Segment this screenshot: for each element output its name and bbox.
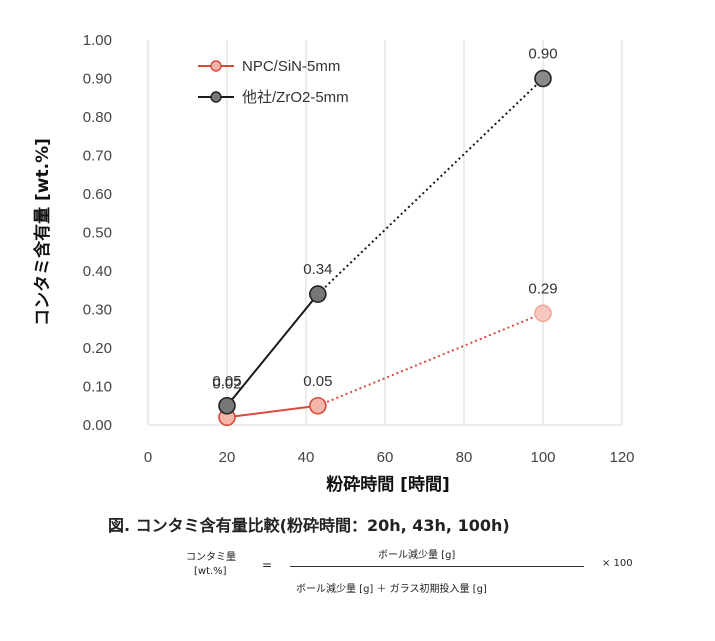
formula-multiplier: × 100: [602, 558, 633, 569]
legend-label: NPC/SiN-5mm: [242, 58, 340, 75]
series-layer: 0.05 0.29 0.05 0.34 0.90 0.02: [212, 46, 558, 427]
legend-label: 他社/ZrO2-5mm: [242, 89, 349, 106]
contamination-chart: 0.00 0.10 0.20 0.30 0.40 0.50 0.60 0.70 0.80 0.90…: [32, 32, 635, 495]
series-line-dotted: [317, 312, 544, 407]
y-tick-label: 0.20: [83, 340, 112, 357]
x-tick-label: 120: [609, 449, 634, 466]
data-label: 0.02: [212, 375, 241, 392]
series-line-solid: [226, 404, 318, 419]
data-point: [218, 396, 236, 415]
data-point: [534, 304, 552, 323]
y-tick-label: 0.70: [83, 148, 112, 165]
x-tick-label: 20: [219, 449, 236, 466]
x-axis-ticks: 0 20 40 60 80 100 120: [144, 449, 635, 466]
legend-marker: [210, 91, 222, 103]
x-tick-label: 60: [377, 449, 394, 466]
x-axis-title: 粉砕時間 [時間]: [326, 474, 449, 495]
y-tick-label: 0.60: [83, 186, 112, 203]
series-line-dotted: [317, 77, 544, 295]
formula-denominator: ボール減少量 [g] ＋ ガラス初期投入量 [g]: [296, 584, 487, 595]
vertical-gridlines: [147, 40, 623, 426]
x-tick-label: 80: [456, 449, 473, 466]
formula-equals: =: [262, 558, 273, 572]
figure-caption: 図. コンタミ含有量比較(粉砕時間：20h, 43h, 100h): [108, 516, 510, 535]
formula-lhs-line2: [wt.%]: [194, 566, 227, 577]
y-tick-label: 0.00: [83, 417, 112, 434]
data-point: [534, 69, 552, 88]
formula-numerator: ボール減少量 [g]: [378, 550, 456, 561]
y-axis-ticks: 0.00 0.10 0.20 0.30 0.40 0.50 0.60 0.70 0.80 0.90…: [83, 32, 112, 434]
x-tick-label: 100: [530, 449, 555, 466]
data-point: [309, 285, 327, 303]
y-tick-label: 0.10: [83, 379, 112, 396]
x-tick-label: 0: [144, 449, 152, 466]
formula-lhs-line1: コンタミ量: [186, 552, 236, 563]
data-label: 0.05: [303, 373, 332, 390]
data-label: 0.90: [528, 46, 557, 63]
data-label: 0.34: [303, 261, 332, 278]
series-line-solid: [226, 293, 319, 407]
y-tick-label: 0.90: [83, 71, 112, 88]
y-axis-title: コンタミ含有量 [wt.%]: [32, 138, 53, 326]
legend: NPC/SiN-5mm 他社/ZrO2-5mm: [198, 58, 349, 106]
y-tick-label: 1.00: [83, 32, 112, 49]
y-tick-label: 0.30: [83, 302, 112, 319]
y-tick-label: 0.80: [83, 109, 112, 126]
fraction-bar: [290, 566, 584, 567]
legend-marker: [210, 60, 222, 72]
data-label: 0.29: [528, 280, 557, 297]
y-tick-label: 0.40: [83, 263, 112, 280]
data-point: [309, 396, 327, 415]
y-tick-label: 0.50: [83, 225, 112, 242]
x-tick-label: 40: [298, 449, 315, 466]
data-label: 0.05: [212, 373, 241, 390]
